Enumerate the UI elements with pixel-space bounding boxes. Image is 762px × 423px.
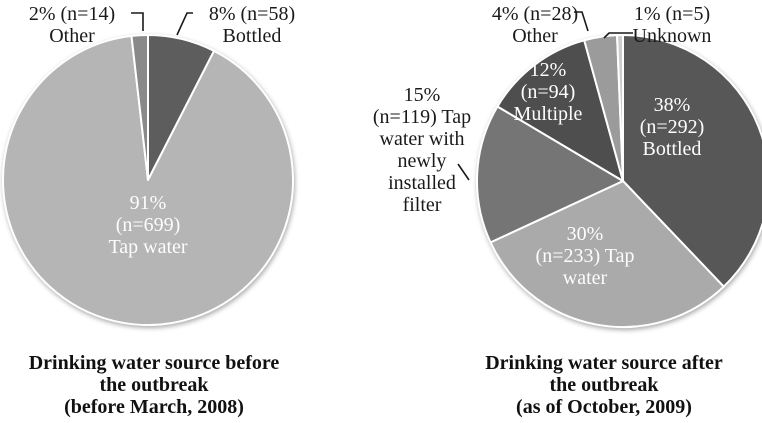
pie-slice-unknown xyxy=(616,33,624,182)
callout-after-filter: 15% (n=119) Tap water with newly install… xyxy=(372,84,472,216)
callout-before-other: 2% (n=14) Other xyxy=(28,3,116,47)
leader-line-after-filter xyxy=(457,163,470,181)
pie-slice-bottled xyxy=(622,34,762,288)
leader-lines xyxy=(131,11,633,181)
callout-before-bottled: 8% (n=58) Bottled xyxy=(208,3,296,47)
chart-title-before: Drinking water source before the outbrea… xyxy=(28,352,280,418)
pie-after-outbreak xyxy=(476,33,762,328)
chart-title-after: Drinking water source after the outbreak… xyxy=(485,352,723,418)
leader-line-after-other xyxy=(574,11,589,32)
callout-after-unknown: 1% (n=5) Unknown xyxy=(632,3,712,47)
leader-line-after-unknown xyxy=(603,32,633,39)
pie-slice-tap-water xyxy=(489,180,725,328)
slice-label-after-tap-water: 30% (n=233) Tap water xyxy=(535,223,635,289)
leader-line-before-bottled xyxy=(176,12,193,36)
pie-slice-multiple xyxy=(496,39,624,182)
slice-label-after-multiple: 12% (n=94) Multiple xyxy=(513,59,583,125)
leader-line-before-other xyxy=(131,12,144,31)
slice-label-before-tap-water: 91% (n=699) Tap water xyxy=(108,192,188,258)
pie-slice-tap-water-with-newly-installed-filter xyxy=(476,105,624,244)
pie-before-outbreak xyxy=(2,33,294,326)
pie-slice-other xyxy=(130,33,149,181)
callout-after-other: 4% (n=28) Other xyxy=(491,3,579,47)
slice-label-after-bottled: 38% (n=292) Bottled xyxy=(639,94,705,160)
